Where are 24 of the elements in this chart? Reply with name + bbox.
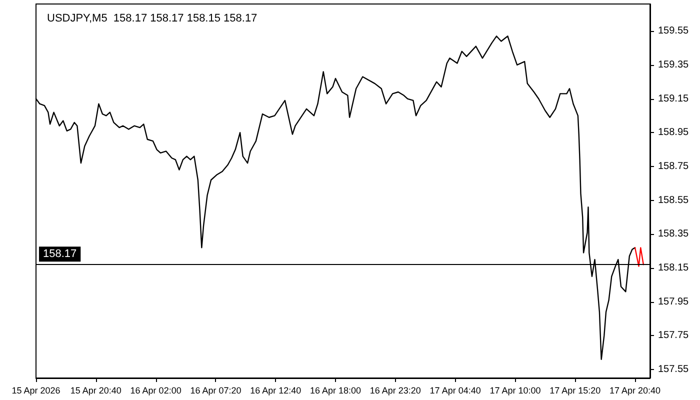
y-tick-label: 158.35 <box>658 228 690 240</box>
y-tick-label: 157.95 <box>658 296 690 308</box>
y-tick-label: 158.55 <box>658 194 690 206</box>
ref-line-label: 158.17 <box>43 248 77 260</box>
y-tick-label: 158.75 <box>658 160 690 172</box>
x-tick-label: 16 Apr 02:00 <box>130 386 182 396</box>
y-tick-label: 159.15 <box>658 93 690 104</box>
x-tick-label: 16 Apr 23:20 <box>370 386 421 396</box>
x-tick-label: 15 Apr 2026 <box>12 386 60 396</box>
text: USDJPY,M5 158.17 158.17 158.15 158.17 <box>47 12 258 24</box>
x-tick-label: 17 Apr 20:40 <box>610 386 661 396</box>
x-tick-label: 17 Apr 10:00 <box>490 386 541 396</box>
x-tick-label: 17 Apr 15:20 <box>550 386 601 396</box>
x-tick-label: 15 Apr 20:40 <box>70 386 122 396</box>
y-tick-label: 159.55 <box>658 26 690 37</box>
y-tick-label: 157.75 <box>658 330 690 342</box>
x-tick-label: 16 Apr 18:00 <box>310 386 362 396</box>
y-tick-label: 158.15 <box>658 262 690 274</box>
x-tick-label: 16 Apr 12:40 <box>250 386 302 396</box>
x-tick-label: 16 Apr 07:20 <box>190 386 242 396</box>
y-tick-label: 159.35 <box>658 59 690 70</box>
x-tick-label: 17 Apr 04:40 <box>430 386 481 396</box>
y-tick-label: 158.95 <box>658 127 690 138</box>
y-tick-label: 157.55 <box>658 364 690 376</box>
